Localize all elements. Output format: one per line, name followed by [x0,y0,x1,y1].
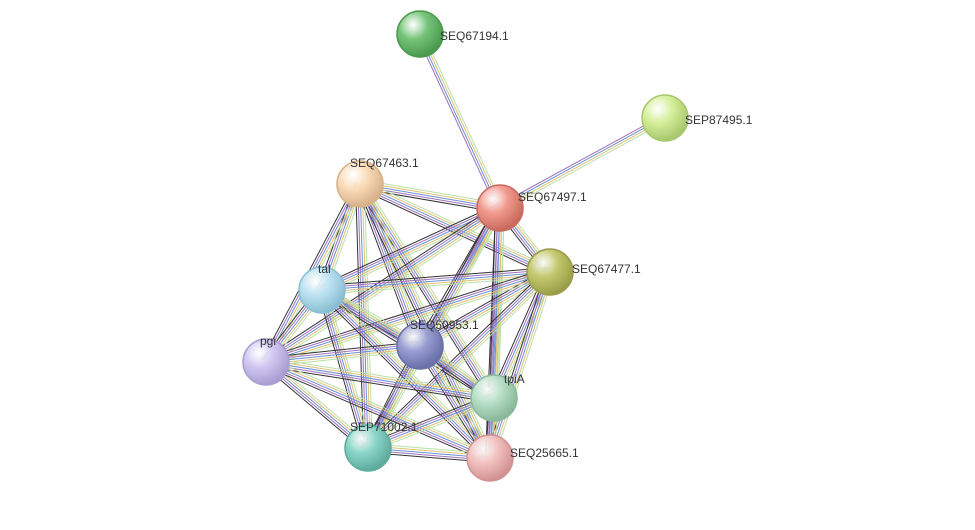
edges-group [262,33,666,463]
edge [419,34,499,208]
node-SEP87495.1[interactable] [642,95,688,141]
node-SEQ67463.1[interactable] [337,161,383,207]
edge [498,115,663,205]
graph-svg [0,0,975,525]
network-graph: SEQ67194.1SEP87495.1SEQ67463.1SEQ67497.1… [0,0,975,525]
edge [501,119,666,209]
edge [417,35,497,209]
edge [421,34,501,208]
node-SEQ50953.1[interactable] [397,323,443,369]
edge [266,362,494,398]
node-pgi[interactable] [243,339,289,385]
edge [499,117,664,207]
node-SEQ25665.1[interactable] [467,435,513,481]
node-tpiA[interactable] [471,375,517,421]
edge [502,121,667,211]
node-SEP71002.1[interactable] [345,425,391,471]
node-tal[interactable] [299,267,345,313]
node-SEQ67497.1[interactable] [477,185,523,231]
node-SEQ67477.1[interactable] [527,249,573,295]
edge [266,364,494,400]
edge [423,33,503,207]
node-SEQ67194.1[interactable] [397,11,443,57]
